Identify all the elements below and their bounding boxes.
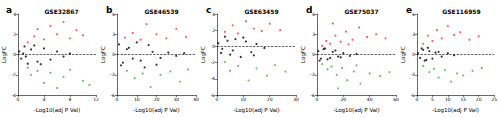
- svg-text:60: 60: [393, 97, 399, 102]
- svg-text:10: 10: [134, 97, 140, 102]
- svg-text:GSE46539: GSE46539: [144, 8, 178, 15]
- svg-text:20: 20: [476, 97, 482, 102]
- svg-text:-2: -2: [211, 60, 216, 65]
- svg-text:a: a: [6, 5, 12, 15]
- svg-text:GSE116959: GSE116959: [442, 8, 480, 15]
- svg-text:-6: -6: [411, 93, 416, 98]
- svg-text:0: 0: [116, 97, 119, 102]
- svg-text:6: 6: [112, 12, 115, 17]
- svg-text:0: 0: [112, 52, 115, 57]
- svg-text:c: c: [206, 5, 211, 15]
- svg-text:4: 4: [43, 97, 46, 102]
- svg-text:40: 40: [367, 97, 373, 102]
- svg-text:-3: -3: [411, 72, 416, 77]
- svg-text:0: 0: [13, 52, 16, 57]
- svg-text:0: 0: [17, 97, 20, 102]
- svg-text:3: 3: [112, 32, 115, 37]
- svg-text:3: 3: [312, 32, 315, 37]
- svg-text:0: 0: [212, 44, 215, 49]
- svg-text:2: 2: [212, 28, 215, 33]
- svg-text:LogFC: LogFC: [1, 46, 8, 63]
- svg-text:25: 25: [491, 97, 497, 102]
- svg-text:e: e: [406, 5, 412, 15]
- svg-text:20: 20: [267, 97, 273, 102]
- svg-text:2: 2: [13, 32, 16, 37]
- svg-text:GSE75037: GSE75037: [344, 8, 378, 15]
- svg-text:8: 8: [69, 97, 72, 102]
- svg-text:0: 0: [412, 52, 415, 57]
- svg-text:4: 4: [13, 12, 16, 17]
- svg-text:12: 12: [93, 97, 99, 102]
- svg-text:-Log10(adj P Val): -Log10(adj P Val): [34, 107, 81, 114]
- svg-text:0: 0: [312, 52, 315, 57]
- svg-text:b: b: [106, 5, 113, 15]
- svg-text:LogFC: LogFC: [200, 46, 207, 63]
- svg-text:0: 0: [316, 97, 319, 102]
- svg-text:GSE63459: GSE63459: [244, 8, 278, 15]
- svg-text:4: 4: [212, 12, 215, 17]
- svg-text:LogFC: LogFC: [400, 46, 407, 63]
- svg-text:LogFC: LogFC: [300, 46, 307, 63]
- svg-text:10: 10: [445, 97, 451, 102]
- svg-text:40: 40: [193, 97, 199, 102]
- svg-text:0: 0: [216, 97, 219, 102]
- svg-text:-4: -4: [211, 76, 216, 81]
- svg-text:-3: -3: [311, 72, 316, 77]
- svg-text:-2: -2: [12, 72, 17, 77]
- svg-text:-Log10(adj P Val): -Log10(adj P Val): [333, 107, 380, 114]
- svg-text:10: 10: [240, 97, 246, 102]
- svg-text:6: 6: [312, 12, 315, 17]
- svg-text:-Log10(adj P Val): -Log10(adj P Val): [233, 107, 280, 114]
- svg-text:d: d: [306, 5, 312, 15]
- svg-text:15: 15: [460, 97, 466, 102]
- svg-text:GSE32867: GSE32867: [44, 8, 78, 15]
- svg-text:20: 20: [154, 97, 160, 102]
- svg-text:3: 3: [412, 32, 415, 37]
- svg-text:-6: -6: [111, 93, 116, 98]
- svg-text:-6: -6: [311, 93, 316, 98]
- svg-text:LogFC: LogFC: [100, 46, 107, 63]
- svg-text:0: 0: [416, 97, 419, 102]
- svg-text:30: 30: [293, 97, 299, 102]
- svg-text:-Log10(adj P Val): -Log10(adj P Val): [432, 107, 479, 114]
- svg-text:-3: -3: [111, 72, 116, 77]
- svg-text:6: 6: [412, 12, 415, 17]
- svg-text:30: 30: [173, 97, 179, 102]
- svg-text:20: 20: [340, 97, 346, 102]
- svg-text:-4: -4: [12, 93, 17, 98]
- svg-text:-6: -6: [211, 93, 216, 98]
- svg-text:5: 5: [431, 97, 434, 102]
- svg-text:-Log10(adj P Val): -Log10(adj P Val): [133, 107, 180, 114]
